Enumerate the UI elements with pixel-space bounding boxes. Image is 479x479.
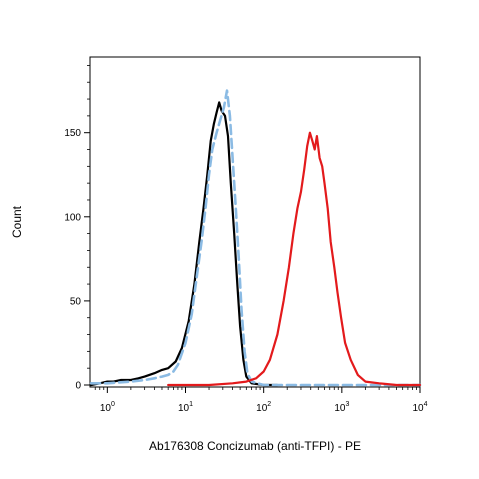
- x-tick-label-0: 100: [100, 401, 115, 414]
- series-line-2: [167, 131, 422, 387]
- x-tick-label-1: 101: [178, 401, 193, 414]
- y-tick-label-1: 50: [70, 296, 82, 307]
- series-line-0: [90, 101, 279, 387]
- x-axis-title: Ab176308 Concizumab (anti-TFPI) - PE: [149, 439, 361, 453]
- x-tick-label-3: 103: [334, 401, 349, 414]
- series-line-1: [89, 89, 422, 387]
- series-layer: [89, 89, 422, 387]
- x-axis: 100 101 102 103 104: [94, 387, 428, 414]
- y-tick-label-2: 100: [64, 212, 81, 223]
- plot-frame: [89, 56, 421, 388]
- x-tick-label-4: 104: [412, 401, 427, 414]
- y-axis: 0 50 100 150: [64, 65, 90, 392]
- y-tick-label-3: 150: [64, 128, 81, 139]
- x-tick-label-2: 102: [256, 401, 271, 414]
- y-axis-title: Count: [10, 205, 24, 238]
- y-tick-label-0: 0: [75, 381, 81, 392]
